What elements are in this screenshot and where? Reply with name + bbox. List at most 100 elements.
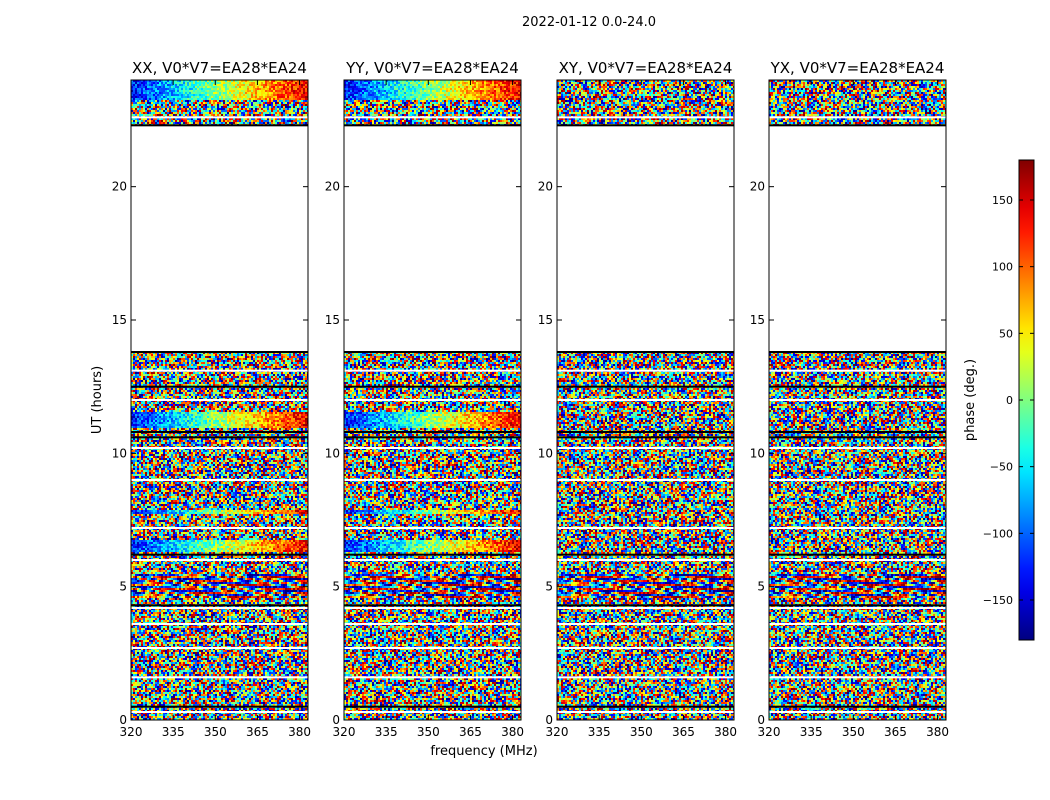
separator-row (344, 431, 521, 433)
flagged-row (557, 607, 734, 609)
colorbar-tick-label: −150 (983, 594, 1013, 607)
flagged-row (557, 559, 734, 561)
separator-row (131, 386, 308, 388)
flagged-row (769, 399, 946, 401)
x-tick-label: 365 (672, 725, 695, 739)
separator-row (769, 386, 946, 388)
y-tick-label: 20 (750, 180, 765, 194)
y-tick-label: 0 (757, 713, 765, 727)
colorbar-tick-label: −100 (983, 527, 1013, 540)
flagged-row (344, 479, 521, 481)
x-tick-label: 350 (630, 725, 653, 739)
separator-row (344, 554, 521, 556)
figure-suptitle: 2022-01-12 0.0-24.0 (522, 15, 656, 30)
x-tick-label: 320 (333, 725, 356, 739)
x-tick-label: 335 (162, 725, 185, 739)
flagged-row (131, 623, 308, 625)
panel-title: XY, V0*V7=EA28*EA24 (559, 59, 733, 77)
flagged-row (344, 711, 521, 713)
separator-row (557, 604, 734, 606)
colorbar-tick-label: 50 (999, 327, 1013, 340)
flagged-row (557, 623, 734, 625)
separator-row (557, 706, 734, 708)
separator-row (344, 706, 521, 708)
flagged-row (557, 479, 734, 481)
x-tick-label: 380 (501, 725, 524, 739)
y-tick-label: 15 (325, 313, 340, 327)
y-tick-label: 5 (332, 580, 340, 594)
heatmap (557, 80, 735, 720)
colorbar-tick-label: 0 (1006, 394, 1013, 407)
separator-row (131, 554, 308, 556)
y-tick-label: 15 (750, 313, 765, 327)
flagged-row (344, 447, 521, 449)
x-tick-label: 320 (546, 725, 569, 739)
separator-row (131, 351, 308, 353)
flagged-row (557, 370, 734, 372)
flagged-row (344, 607, 521, 609)
colorbar-tick-label: −50 (990, 461, 1013, 474)
flagged-row (769, 370, 946, 372)
flagged-row (131, 447, 308, 449)
x-tick-label: 365 (884, 725, 907, 739)
x-tick-label: 380 (714, 725, 737, 739)
flagged-row (769, 479, 946, 481)
separator-row (344, 124, 521, 126)
y-tick-label: 10 (112, 446, 127, 460)
flagged-row (769, 116, 946, 118)
separator-row (769, 124, 946, 126)
separator-row (344, 351, 521, 353)
flagged-row (344, 527, 521, 529)
y-tick-label: 20 (538, 180, 553, 194)
separator-row (769, 431, 946, 433)
panel-title: YX, V0*V7=EA28*EA24 (770, 59, 945, 77)
x-tick-label: 335 (375, 725, 398, 739)
y-tick-label: 15 (538, 313, 553, 327)
x-tick-label: 335 (800, 725, 823, 739)
y-tick-label: 5 (545, 580, 553, 594)
flagged-row (131, 607, 308, 609)
separator-row (557, 124, 734, 126)
flagged-row (557, 447, 734, 449)
flagged-row (344, 399, 521, 401)
y-tick-label: 10 (325, 446, 340, 460)
colorbar-label: phase (deg.) (963, 359, 978, 441)
separator-row (769, 706, 946, 708)
separator-row (344, 604, 521, 606)
flagged-row (557, 711, 734, 713)
flagged-row (557, 399, 734, 401)
separator-row (769, 554, 946, 556)
flagged-row (344, 370, 521, 372)
x-tick-label: 320 (758, 725, 781, 739)
flagged-row (769, 623, 946, 625)
heatmap (344, 80, 522, 720)
heatmap (131, 80, 309, 720)
flagged-row (131, 399, 308, 401)
panel-title: XX, V0*V7=EA28*EA24 (132, 59, 307, 77)
x-tick-label: 350 (842, 725, 865, 739)
separator-row (769, 351, 946, 353)
flagged-row (131, 559, 308, 561)
flagged-row (131, 711, 308, 713)
separator-row (557, 436, 734, 438)
x-tick-label: 335 (588, 725, 611, 739)
y-tick-label: 10 (750, 446, 765, 460)
x-axis-label: frequency (MHz) (430, 744, 537, 759)
x-tick-label: 380 (288, 725, 311, 739)
flagged-row (769, 447, 946, 449)
y-tick-label: 15 (112, 313, 127, 327)
flagged-row (557, 116, 734, 118)
y-tick-label: 0 (119, 713, 127, 727)
flagged-row (557, 527, 734, 529)
separator-row (557, 554, 734, 556)
colorbar-tick-label: 150 (992, 194, 1013, 207)
flagged-row (131, 116, 308, 118)
panel-title: YY, V0*V7=EA28*EA24 (345, 59, 519, 77)
y-tick-label: 5 (757, 580, 765, 594)
y-tick-label: 20 (112, 180, 127, 194)
flagged-row (557, 647, 734, 649)
x-tick-label: 320 (120, 725, 143, 739)
